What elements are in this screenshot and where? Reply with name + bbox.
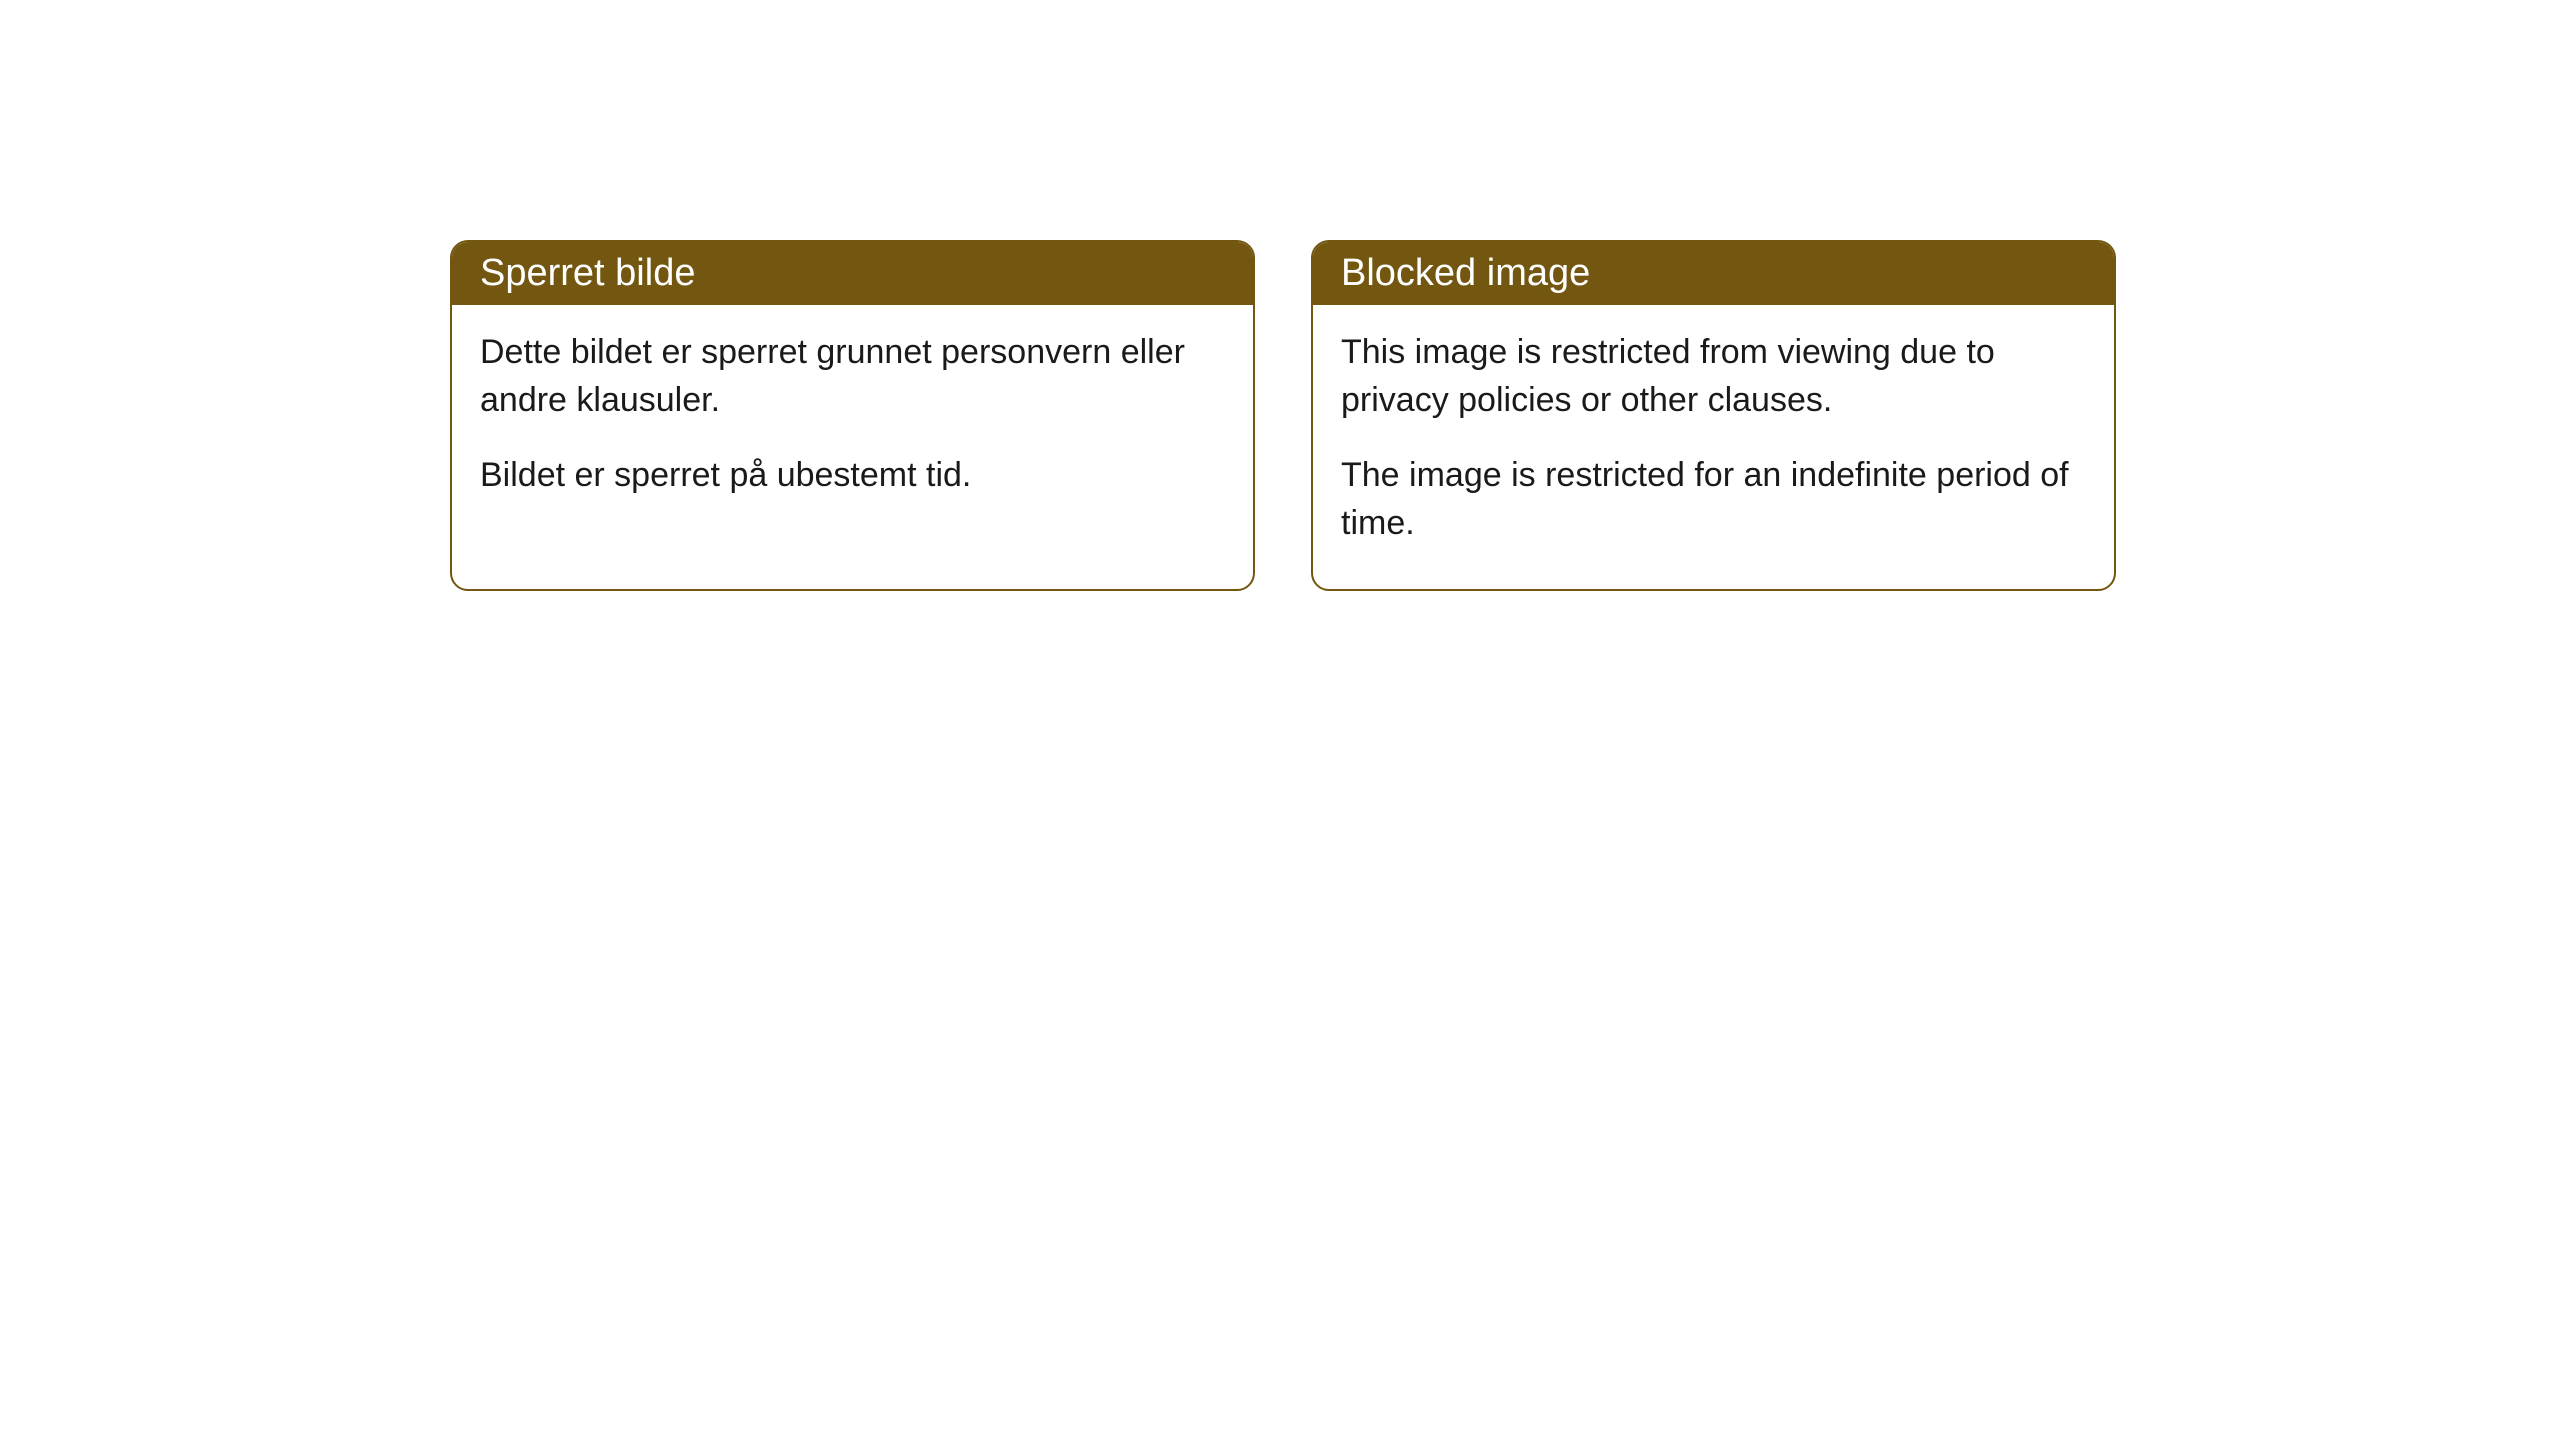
card-body-english: This image is restricted from viewing du… — [1313, 305, 2114, 589]
blocked-image-card-norwegian: Sperret bilde Dette bildet er sperret gr… — [450, 240, 1255, 591]
card-paragraph-1-norwegian: Dette bildet er sperret grunnet personve… — [480, 329, 1225, 424]
card-paragraph-2-english: The image is restricted for an indefinit… — [1341, 452, 2086, 547]
card-header-english: Blocked image — [1313, 242, 2114, 305]
blocked-image-card-english: Blocked image This image is restricted f… — [1311, 240, 2116, 591]
card-header-norwegian: Sperret bilde — [452, 242, 1253, 305]
card-title-norwegian: Sperret bilde — [480, 252, 695, 294]
card-paragraph-1-english: This image is restricted from viewing du… — [1341, 329, 2086, 424]
card-body-norwegian: Dette bildet er sperret grunnet personve… — [452, 305, 1253, 542]
card-paragraph-2-norwegian: Bildet er sperret på ubestemt tid. — [480, 452, 1225, 500]
card-title-english: Blocked image — [1341, 252, 1590, 294]
notice-cards-container: Sperret bilde Dette bildet er sperret gr… — [0, 0, 2560, 591]
